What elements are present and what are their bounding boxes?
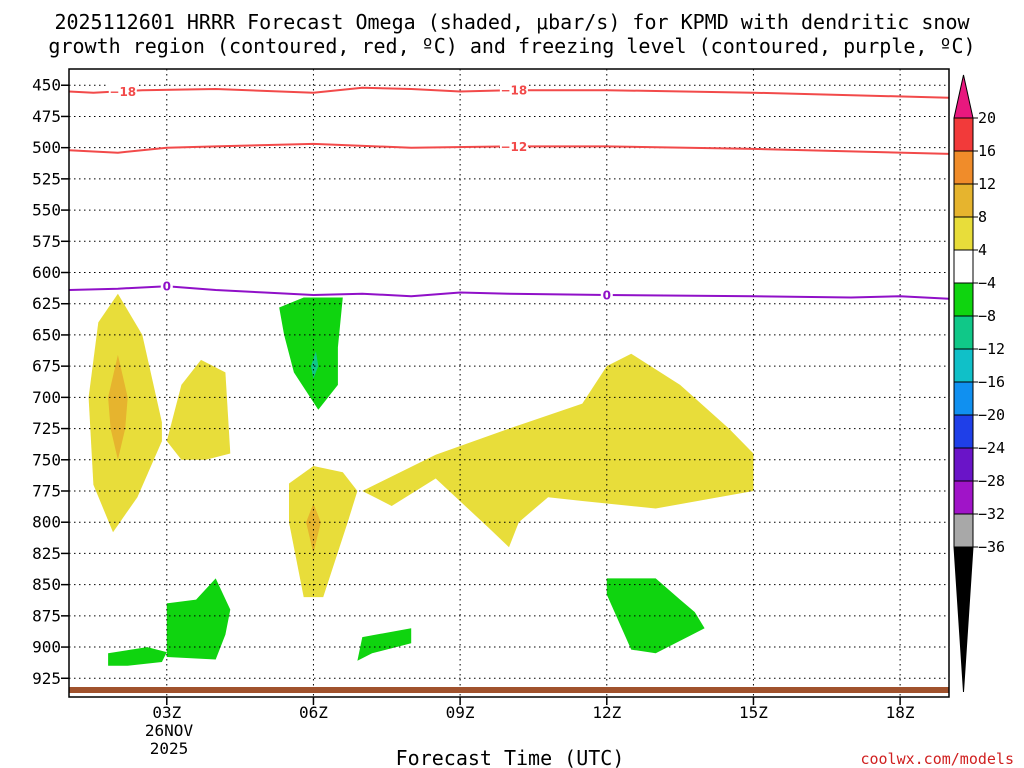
omega-region-4 [306,503,321,554]
colorbar-swatch-11 [953,480,974,515]
x-axis: 03Z 06Z 09Z 12Z 15Z 18Z [152,697,915,722]
y-tick-label-925: 925 [32,669,61,688]
colorbar-label-5: −4 [978,274,996,292]
x-axis-title: Forecast Time (UTC) [396,746,625,768]
colorbar-label-2: 12 [978,175,996,193]
colorbar-swatch-3 [953,216,974,251]
y-tick-label-700: 700 [32,388,61,407]
omega-region-7 [311,351,319,379]
omega-region-8 [108,647,167,666]
contour-label-bg-1 [499,83,528,98]
y-tick-label-600: 600 [32,263,61,282]
y-axis: 450 475 500 525 550 575 600 625 650 675 700 725 750 7… [32,76,69,688]
y-tick-label-650: 650 [32,325,61,344]
contour-label-layer: −18 −18 −12 0 0 [108,83,613,302]
colorbar-swatch-12 [953,513,974,548]
colorbar-label-9: −20 [978,406,1005,424]
y-tick-label-550: 550 [32,201,61,220]
contour-label-bg-0 [108,84,137,99]
source-credit: coolwx.com/models [860,750,1014,768]
contour-line-1 [69,142,949,155]
x-tick-label-12Z: 12Z [592,703,621,722]
colorbar-label-4: 4 [978,241,987,259]
colorbar-swatch-5 [953,282,974,317]
omega-shading-layer [88,293,754,666]
contour-label-bg-3 [160,279,173,294]
terrain-bar [69,687,949,693]
colorbar-label-1: 16 [978,142,996,160]
colorbar-label-8: −16 [978,373,1005,391]
omega-region-3 [289,466,358,598]
colorbar-swatch-1 [953,150,974,185]
x-tick-label-06Z: 06Z [299,703,328,722]
colorbar-swatch-10 [953,447,974,482]
y-tick-label-450: 450 [32,76,61,95]
omega-region-9 [166,578,231,660]
y-tick-label-675: 675 [32,357,61,376]
contour-label-bg-4 [600,287,613,302]
colorbar-label-12: −32 [978,505,1005,523]
colorbar-label-10: −24 [978,439,1005,457]
x-tick-label-03Z: 03Z [152,703,181,722]
date-year-label: 2025 [150,739,189,758]
y-tick-label-775: 775 [32,481,61,500]
y-tick-label-500: 500 [32,138,61,157]
y-tick-label-575: 575 [32,232,61,251]
omega-region-5 [362,353,754,548]
colorbar-legend: 20 16 12 8 4 −4 −8 −12 −16 −20 −24 −28 −32 −36 [953,74,1005,693]
y-tick-label-475: 475 [32,107,61,126]
omega-region-1 [108,354,128,460]
chart-title-line1: 2025112601 HRRR Forecast Omega (shaded, … [54,10,970,34]
colorbar-swatch-8 [953,381,974,416]
colorbar-swatch-2 [953,183,974,218]
colorbar-label-3: 8 [978,208,987,226]
colorbar-swatch-4 [953,249,974,284]
colorbar-swatch-0 [953,117,974,152]
colorbar-label-7: −12 [978,340,1005,358]
contour-label-0: −18 [109,85,136,99]
contour-label-4: 0 [603,288,611,302]
omega-region-6 [279,297,343,410]
colorbar-label-0: 20 [978,109,996,127]
contour-label-2: −12 [501,140,528,154]
x-tick-label-15Z: 15Z [739,703,768,722]
y-tick-label-725: 725 [32,419,61,438]
contour-label-bg-2 [499,139,528,154]
colorbar-swatch-6 [953,315,974,350]
omega-region-11 [606,578,705,654]
y-tick-label-900: 900 [32,638,61,657]
y-tick-label-825: 825 [32,544,61,563]
colorbar-label-13: −36 [978,538,1005,556]
y-tick-label-800: 800 [32,513,61,532]
contour-label-1: −18 [501,84,528,98]
chart-title-line2: growth region (contoured, red, ºC) and f… [48,34,975,58]
x-tick-label-09Z: 09Z [446,703,475,722]
colorbar-label-11: −28 [978,472,1005,490]
y-tick-label-625: 625 [32,294,61,313]
omega-region-10 [357,628,412,661]
omega-region-2 [166,359,231,460]
colorbar-swatch-9 [953,414,974,449]
plot-frame [68,68,950,698]
contour-line-2 [69,285,949,300]
y-tick-label-750: 750 [32,450,61,469]
colorbar-bottom-arrow [953,546,974,693]
grid-layer [69,69,949,697]
date-day-label: 26NOV [145,721,194,740]
y-tick-label-525: 525 [32,169,61,188]
colorbar-top-arrow [953,74,974,119]
x-tick-label-18Z: 18Z [886,703,915,722]
y-tick-label-850: 850 [32,575,61,594]
contour-label-3: 0 [163,280,171,294]
colorbar-swatch-7 [953,348,974,383]
colorbar-label-6: −8 [978,307,996,325]
y-tick-label-875: 875 [32,606,61,625]
